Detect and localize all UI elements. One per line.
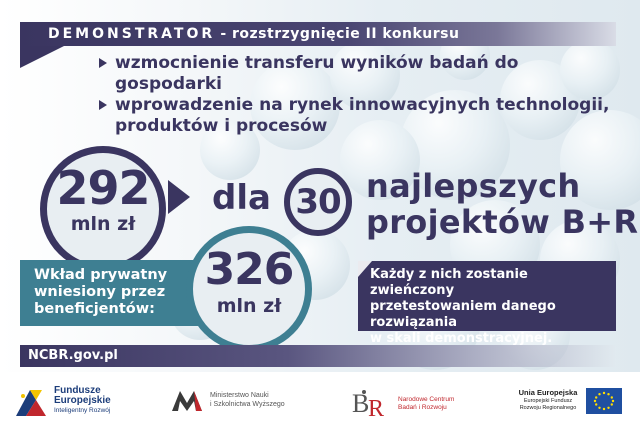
- title-bar-corner: [20, 46, 64, 68]
- budget-value: 292: [56, 161, 150, 215]
- ministry-line1: Ministerstwo Nauki: [210, 392, 269, 399]
- logo-strip: Fundusze Europejskie Inteligentny Rozwój…: [0, 372, 640, 431]
- goal-item: wzmocnienie transferu wyników badań do g…: [99, 53, 619, 95]
- svg-text:R: R: [368, 396, 384, 420]
- eu-flag-icon: [586, 388, 622, 414]
- fundusze-europejskie-logo: Fundusze Europejskie Inteligentny Rozwój: [14, 384, 164, 424]
- ncbr-logo: B R Narodowe Centrum Badań i Rozwoju: [350, 386, 490, 422]
- projects-count-circle: 30: [284, 168, 352, 236]
- bullet-arrow-icon: [99, 100, 107, 110]
- ncbr-line1: Narodowe Centrum: [398, 396, 455, 403]
- ncbr-line2: Badań i Rozwoju: [398, 404, 447, 411]
- goal-text-line1: wprowadzenie na rynek innowacyjnych tech…: [115, 95, 610, 115]
- budget-pointer-icon: [168, 180, 190, 214]
- ministry-text: Ministerstwo Nauki i Szkolnictwa Wyższeg…: [210, 391, 285, 409]
- private-contribution-circle: 326 mln zł: [186, 226, 312, 352]
- eu-text: Unia Europejska Europejski Fundusz Rozwo…: [514, 388, 582, 412]
- fundusze-line1: Fundusze: [54, 385, 101, 396]
- eu-logo: Unia Europejska Europejski Fundusz Rozwo…: [514, 384, 634, 424]
- description-notch: [358, 261, 372, 277]
- fundusze-line3: Inteligentny Rozwój: [54, 407, 111, 414]
- title: DEMONSTRATOR: [48, 26, 216, 42]
- title-bar: DEMONSTRATOR - rozstrzygnięcie II konkur…: [20, 22, 616, 46]
- fundusze-line2: Europejskie: [54, 395, 111, 406]
- eu-line2: Europejski Fundusz: [523, 398, 573, 404]
- private-label-line2: wniesiony przez: [34, 284, 166, 300]
- fundusze-europejskie-mark-icon: [14, 386, 48, 418]
- budget-unit: mln zł: [70, 213, 136, 235]
- projects-label-line1: najlepszych: [366, 167, 581, 205]
- ministry-logo: Ministerstwo Nauki i Szkolnictwa Wyższeg…: [172, 389, 332, 419]
- projects-count: 30: [295, 182, 341, 222]
- private-unit: mln zł: [216, 295, 282, 317]
- connector-word: dla: [212, 178, 271, 218]
- goal-text: wzmocnienie transferu wyników badań do g…: [115, 53, 519, 94]
- private-label-line3: beneficjentów:: [34, 301, 155, 317]
- ncbr-mark-icon: B R: [352, 389, 384, 420]
- website-bar: NCBR.gov.pl: [20, 345, 616, 367]
- subtitle: - rozstrzygnięcie II konkursu: [220, 26, 460, 42]
- fundusze-europejskie-text: Fundusze Europejskie Inteligentny Rozwój: [54, 386, 111, 415]
- ministry-mark-icon: [172, 391, 202, 411]
- projects-label-line2: projektów B+R: [366, 203, 639, 241]
- description-line3: w skali demonstracyjnej.: [370, 331, 553, 346]
- private-value: 326: [204, 244, 295, 295]
- goal-text-line2: produktów i procesów: [115, 116, 328, 136]
- goals-list: wzmocnienie transferu wyników badań do g…: [99, 53, 619, 137]
- description-line2: przetestowaniem danego rozwiązania: [370, 299, 556, 330]
- description-line1: Każdy z nich zostanie zwieńczony: [370, 267, 528, 298]
- budget-circle: 292 mln zł: [40, 146, 166, 272]
- svg-text:B: B: [352, 389, 369, 418]
- ministry-line2: i Szkolnictwa Wyższego: [210, 401, 285, 408]
- eu-line1: Unia Europejska: [518, 388, 578, 397]
- description-box: Każdy z nich zostanie zwieńczony przetes…: [358, 261, 616, 346]
- eu-line3: Rozwoju Regionalnego: [519, 405, 577, 411]
- website-link[interactable]: NCBR.gov.pl: [28, 348, 118, 363]
- bullet-arrow-icon: [99, 58, 107, 68]
- private-label-line1: Wkład prywatny: [34, 267, 168, 283]
- goal-item: wprowadzenie na rynek innowacyjnych tech…: [99, 95, 619, 137]
- ncbr-text: Narodowe Centrum Badań i Rozwoju: [398, 396, 454, 412]
